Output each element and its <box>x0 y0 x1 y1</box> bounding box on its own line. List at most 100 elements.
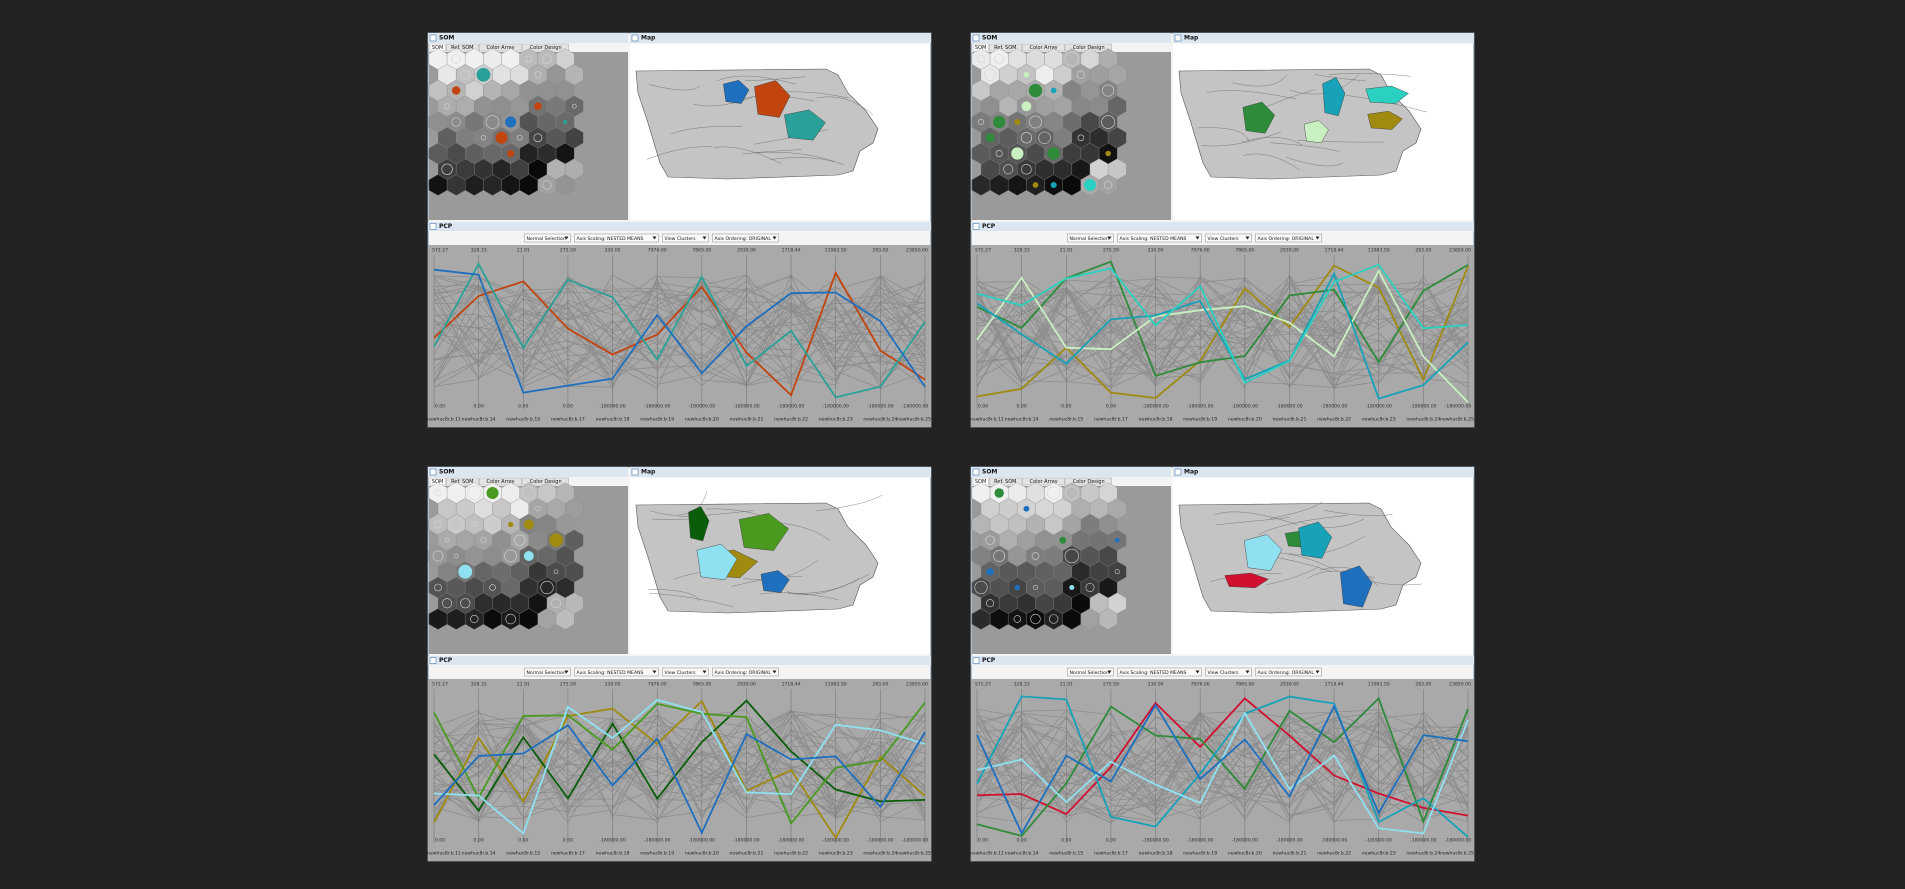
tab-label[interactable]: Color Array <box>487 45 515 51</box>
axis-name: newhuc8r.b.17 <box>1094 417 1128 423</box>
dropdown[interactable] <box>662 667 709 677</box>
dropdown-label[interactable]: Axis Ordering: ORIGINAL <box>715 236 772 242</box>
background-line <box>433 274 926 389</box>
tab[interactable] <box>989 43 1022 52</box>
title-bar <box>428 33 628 43</box>
dropdown-label[interactable]: Axis Scaling: NESTED MEANS <box>577 236 644 242</box>
dropdown[interactable] <box>574 233 659 243</box>
dropdown[interactable] <box>1067 667 1114 677</box>
tab-label[interactable]: SOM <box>975 45 986 51</box>
dropdown-label[interactable]: Normal Selection <box>1070 670 1109 676</box>
som-node <box>983 68 997 81</box>
tab-label[interactable]: Color Design <box>530 479 562 485</box>
tab[interactable] <box>989 477 1022 486</box>
axis-name: newhuc8r.b.17 <box>1094 851 1128 857</box>
dropdown[interactable] <box>1205 233 1252 243</box>
background-line <box>433 274 926 351</box>
window-icon <box>972 34 980 42</box>
axis-min-label: 0.00 <box>978 404 988 410</box>
tab[interactable] <box>479 43 523 52</box>
watershed-boundary <box>770 157 835 162</box>
axis-max-label: 2939.00 <box>737 248 756 254</box>
som-node <box>995 150 1003 157</box>
som-node <box>458 564 473 579</box>
tab-label[interactable]: Ref. SOM <box>451 479 473 485</box>
state-outline <box>635 68 879 180</box>
dropdown[interactable] <box>1067 233 1114 243</box>
tab-label[interactable]: Color Array <box>487 479 515 485</box>
title-bar <box>630 33 931 43</box>
watershed-boundary <box>787 577 860 594</box>
tab-label[interactable]: Color Array <box>1030 45 1058 51</box>
som-node <box>471 521 478 528</box>
tab-label[interactable]: Color Design <box>530 45 562 51</box>
axis-name: newhuc8r.b.11 <box>970 417 1004 423</box>
dropdown-label[interactable]: Axis Scaling: NESTED MEANS <box>1120 670 1187 676</box>
dropdown[interactable] <box>712 667 779 677</box>
background-line <box>433 711 926 811</box>
tab-label[interactable]: SOM <box>432 479 443 485</box>
background-line <box>976 716 1469 817</box>
dropdown[interactable] <box>662 233 709 243</box>
window-title: Map <box>641 35 656 42</box>
pcp-area <box>971 679 1474 861</box>
tab[interactable] <box>446 477 479 486</box>
dropdown-label[interactable]: View Clusters <box>665 236 697 242</box>
tab-label[interactable]: Ref. SOM <box>994 479 1016 485</box>
dropdown[interactable] <box>1117 233 1202 243</box>
dropdown-label[interactable]: Axis Scaling: NESTED MEANS <box>577 670 644 676</box>
dropdown-label[interactable]: Normal Selection <box>1070 236 1109 242</box>
tab-label[interactable]: SOM <box>975 479 986 485</box>
axis-name: newhuc8r.b.11 <box>970 851 1004 857</box>
dropdown-label[interactable]: Axis Ordering: ORIGINAL <box>715 670 772 676</box>
tab[interactable] <box>1022 43 1066 52</box>
dropdown-arrow <box>1245 670 1250 674</box>
axis-name: newhuc8r.b.14 <box>462 417 496 423</box>
dropdown[interactable] <box>1205 667 1252 677</box>
som-node <box>1032 584 1039 591</box>
dropdown[interactable] <box>1255 667 1322 677</box>
axis-max-label: 7865.00 <box>692 682 711 688</box>
tab[interactable] <box>446 43 479 52</box>
dropdown[interactable] <box>712 233 779 243</box>
tab-label[interactable]: Color Design <box>1073 479 1105 485</box>
dropdown-label[interactable]: Normal Selection <box>527 670 566 676</box>
dropdown[interactable] <box>1255 233 1322 243</box>
dropdown-label[interactable]: View Clusters <box>665 670 697 676</box>
som-node <box>1069 584 1075 591</box>
axis-max-label: 1718.44 <box>1325 682 1344 688</box>
axis-max-label: 7865.00 <box>692 248 711 254</box>
dropdown[interactable] <box>574 667 659 677</box>
axis-min-label: -180000.00 <box>1276 838 1303 844</box>
tab[interactable] <box>479 477 523 486</box>
tab-label[interactable]: Color Array <box>1030 479 1058 485</box>
watershed-highlight <box>1365 85 1409 104</box>
dropdown-label[interactable]: View Clusters <box>1208 236 1240 242</box>
dropdown[interactable] <box>524 667 571 677</box>
tab[interactable] <box>1022 477 1066 486</box>
tab-label[interactable]: Ref. SOM <box>451 45 473 51</box>
watershed-boundary <box>714 146 781 164</box>
axis-name: newhuc8r.b.20 <box>1228 851 1262 857</box>
watershed-highlight <box>1367 111 1403 130</box>
dropdown-label[interactable]: Normal Selection <box>527 236 566 242</box>
dropdown-label[interactable]: Axis Scaling: NESTED MEANS <box>1120 236 1187 242</box>
tab-label[interactable]: Color Design <box>1073 45 1105 51</box>
dropdown[interactable] <box>524 233 571 243</box>
dropdown[interactable] <box>1117 667 1202 677</box>
dropdown-label[interactable]: Axis Ordering: ORIGINAL <box>1258 236 1315 242</box>
dropdown-label[interactable]: View Clusters <box>1208 670 1240 676</box>
dropdown-label[interactable]: Axis Ordering: ORIGINAL <box>1258 670 1315 676</box>
tab-label[interactable]: Ref. SOM <box>994 45 1016 51</box>
axis-max-label: 572.27 <box>432 682 448 688</box>
watershed-highlight <box>754 80 791 118</box>
dropdown-arrow <box>1195 670 1200 674</box>
som-node <box>517 135 523 141</box>
axis-min-label: -180000.00 <box>733 404 760 410</box>
tab-label[interactable]: SOM <box>432 45 443 51</box>
som-node <box>1085 583 1095 592</box>
window-title: Map <box>1184 35 1199 42</box>
som-node <box>985 535 995 545</box>
axis-name: newhuc8r.b.18 <box>596 851 630 857</box>
som-node <box>444 103 451 110</box>
